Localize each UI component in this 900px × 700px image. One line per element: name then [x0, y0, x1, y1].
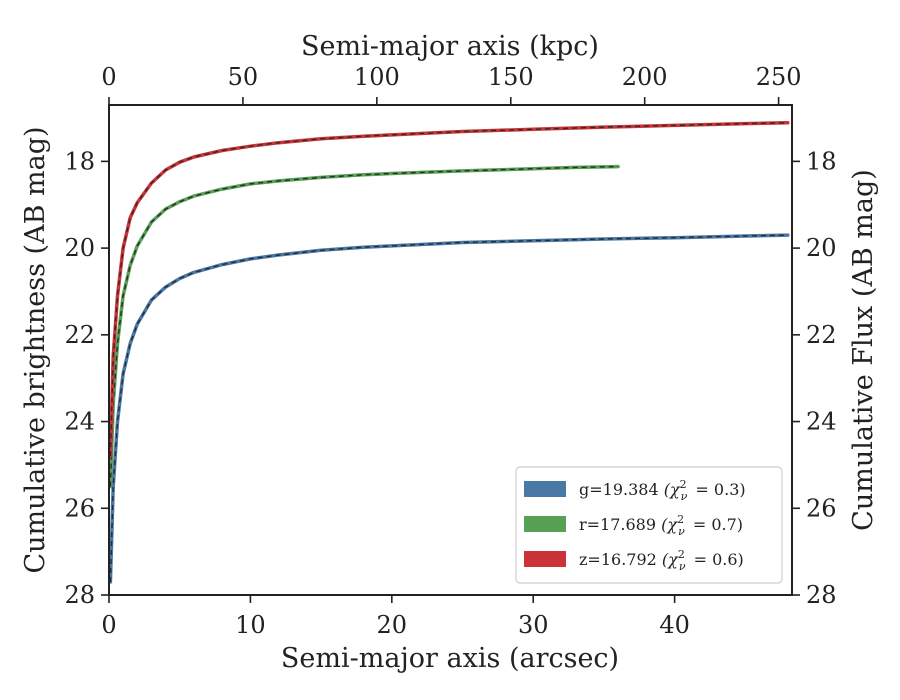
legend: g=19.384 (χ2 ν = 0.3) r=17.689 (χ2 ν = 0.7)… — [515, 466, 783, 584]
right-y-tick-label: 28 — [806, 581, 837, 609]
top-x-axis-label: Semi-major axis (kpc) — [301, 31, 599, 62]
y-tick-label: 26 — [64, 494, 95, 522]
top-x-tick-label: 150 — [488, 63, 534, 91]
right-y-tick-label: 24 — [806, 408, 837, 436]
y-tick-label: 22 — [64, 321, 95, 349]
legend-box — [515, 466, 783, 584]
right-y-tick-label: 18 — [806, 147, 837, 175]
legend-swatch — [524, 481, 566, 497]
legend-entry-label: z=16.792 (χ2 ν = 0.6) — [579, 548, 744, 573]
axis-ticks: 0 10 20 30 40 0 50 100 150 200 250 18 18 20 20 22 22 24 24… — [64, 63, 836, 639]
series-line-r — [108, 164, 620, 489]
y-tick-label: 28 — [64, 581, 95, 609]
right-y-tick-label: 20 — [806, 234, 837, 262]
series-lines — [108, 121, 790, 584]
y-tick-label: 20 — [64, 234, 95, 262]
top-x-tick-label: 100 — [354, 63, 400, 91]
legend-entry-label: g=19.384 (χ2 ν = 0.3) — [579, 478, 746, 503]
x-tick-label: 20 — [377, 611, 408, 639]
y-tick-label: 18 — [64, 147, 95, 175]
x-tick-label: 40 — [659, 611, 690, 639]
y-tick-label: 24 — [64, 408, 95, 436]
top-x-tick-label: 200 — [622, 63, 668, 91]
right-y-tick-label: 26 — [806, 494, 837, 522]
top-x-tick-label: 0 — [101, 63, 116, 91]
top-x-tick-label: 50 — [228, 63, 259, 91]
series-line-g — [108, 233, 790, 584]
legend-swatch — [524, 551, 566, 567]
x-tick-label: 30 — [518, 611, 549, 639]
top-x-tick-label: 250 — [756, 63, 802, 91]
x-tick-label: 0 — [101, 611, 116, 639]
y-axis-label: Cumulative brightness (AB mag) — [20, 126, 51, 573]
right-y-tick-label: 22 — [806, 321, 837, 349]
series-line-z — [108, 121, 790, 458]
axes-frame — [108, 104, 793, 596]
x-axis-label: Semi-major axis (arcsec) — [281, 643, 619, 674]
x-tick-label: 10 — [235, 611, 266, 639]
right-y-axis-label: Cumulative Flux (AB mag) — [848, 169, 879, 531]
legend-swatch — [524, 516, 566, 532]
model-fit-line-r — [109, 165, 619, 487]
legend-entry-label: r=17.689 (χ2 ν = 0.7) — [579, 513, 743, 538]
